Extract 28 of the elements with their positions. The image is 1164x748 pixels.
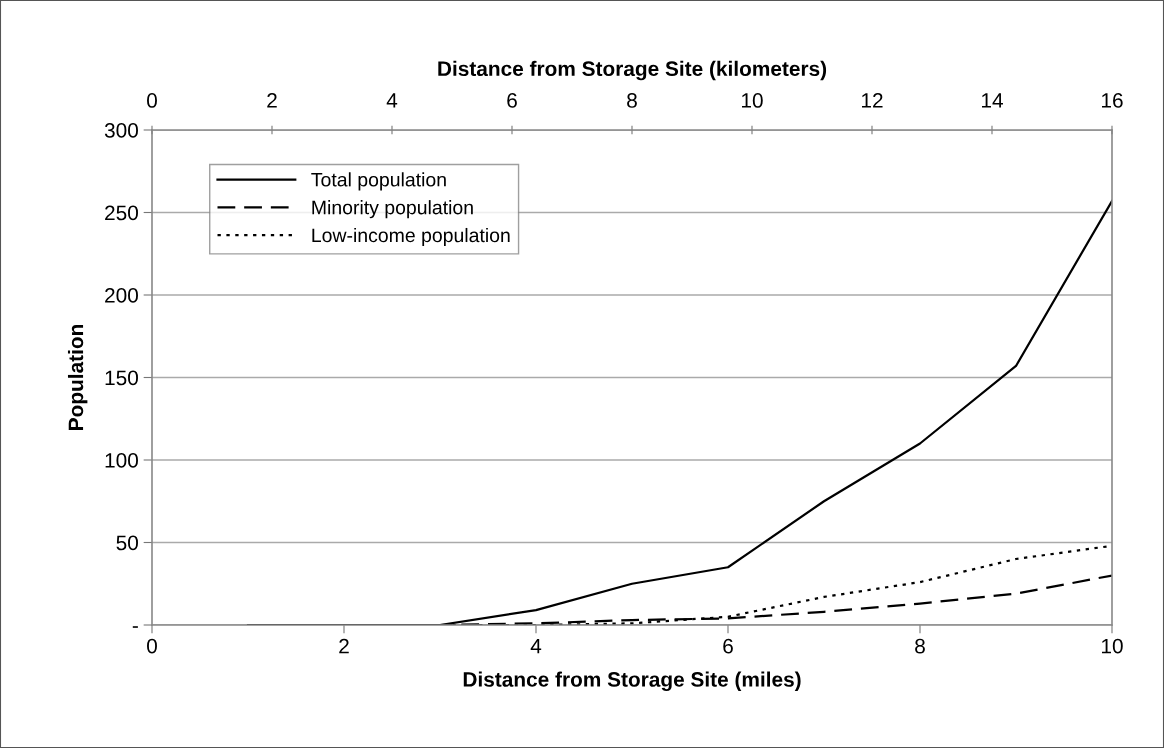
y-tick-label: 100 (105, 453, 138, 468)
x-tick-label: 0 (147, 638, 157, 654)
y-tick-label: 150 (105, 370, 138, 386)
legend-label: Total population (311, 172, 446, 191)
x2-tick-label: 14 (982, 93, 1003, 108)
x-tick-label: 4 (530, 638, 542, 654)
legend-label: Minority population (312, 200, 473, 219)
x2-tick-label: 10 (742, 93, 763, 108)
y-tick-label: - (132, 626, 138, 628)
x2-tick-label: 2 (267, 93, 277, 108)
legend-label: Low-income population (312, 227, 510, 247)
y-tick-label: 300 (104, 123, 138, 138)
x2-tick-label: 8 (627, 93, 637, 108)
x-axis-title: Distance from Storage Site (miles) (463, 671, 801, 692)
x2-tick-label: 0 (147, 93, 157, 108)
x-tick-label: 2 (339, 638, 349, 654)
y-tick-label: 50 (116, 535, 138, 551)
x2-axis-title: Distance from Storage Site (kilometers) (438, 60, 827, 81)
x2-tick-label: 4 (386, 93, 398, 108)
x2-tick-label: 6 (507, 93, 517, 108)
y-tick-label: 250 (105, 205, 138, 221)
x2-tick-label: 12 (862, 93, 883, 108)
y-axis-title: Population (67, 324, 88, 430)
x-tick-label: 8 (915, 638, 925, 654)
x-tick-label: 10 (1102, 638, 1123, 654)
x-tick-label: 6 (723, 638, 733, 654)
x2-tick-label: 16 (1102, 93, 1123, 108)
y-tick-label: 200 (105, 288, 138, 303)
